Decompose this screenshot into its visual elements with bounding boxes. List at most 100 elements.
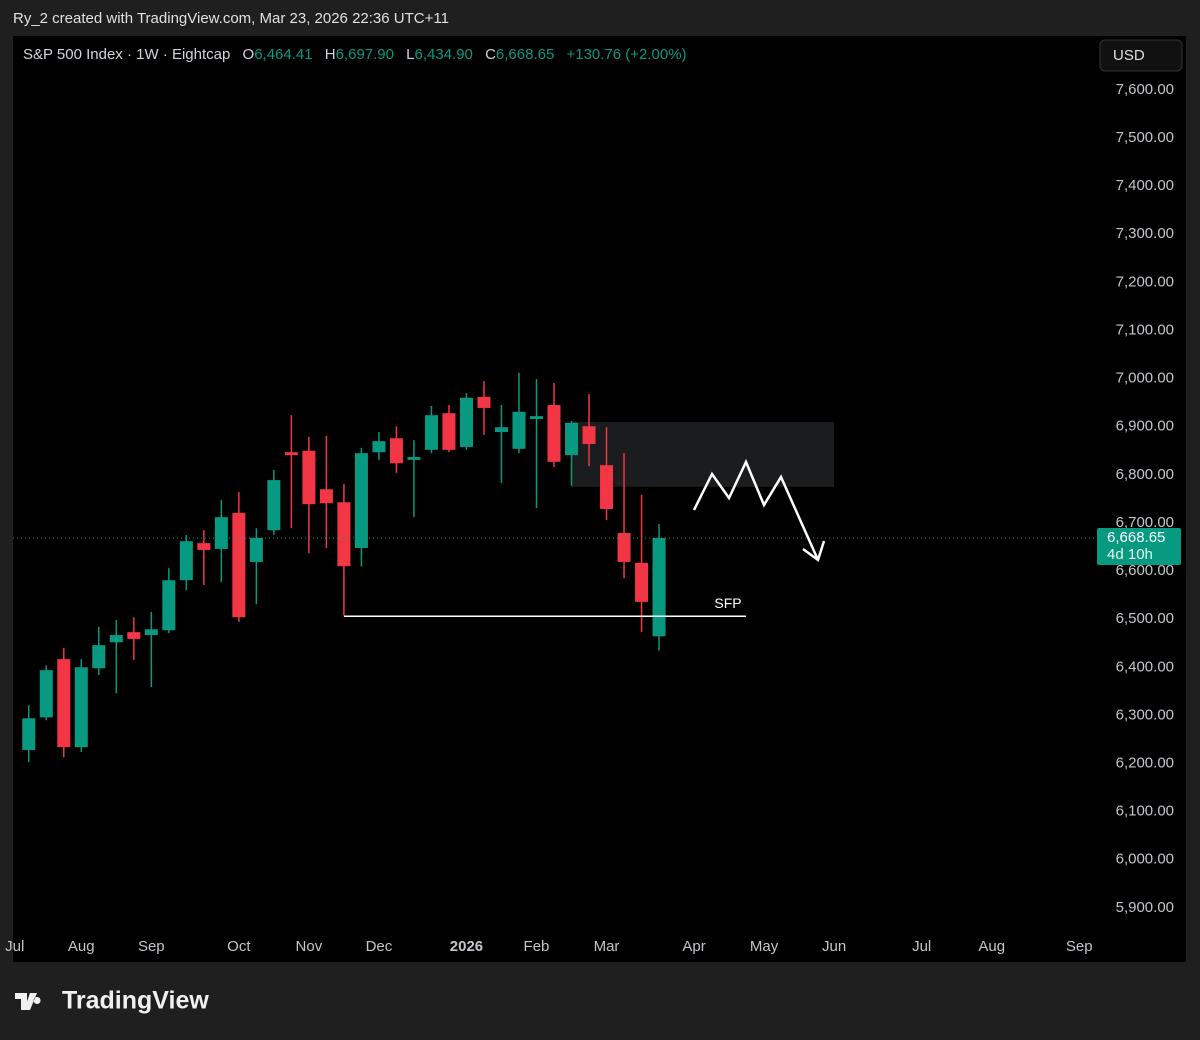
y-tick-label: 6,500.00 (1116, 610, 1174, 627)
x-tick-label: May (750, 938, 779, 955)
ohlc-key: H (325, 46, 336, 63)
candle-body (512, 411, 526, 449)
candle-body (600, 465, 614, 509)
candle-body (582, 426, 596, 445)
ohlc-key: C (485, 46, 496, 63)
x-tick-label: Nov (296, 938, 323, 955)
candle-body (459, 397, 473, 447)
x-tick-label: Jun (822, 938, 846, 955)
y-tick-label: 7,200.00 (1116, 273, 1174, 290)
ohlc-value: 6,464.41 (254, 46, 312, 63)
x-tick-label: Oct (227, 938, 251, 955)
change: +130.76 (+2.00%) (566, 46, 686, 63)
candle-body (442, 413, 456, 450)
price-axis: 5,900.00 6,000.00 6,100.00 6,200.00 6,300.00… (5, 81, 1181, 955)
ohlc-key: L (406, 46, 414, 63)
currency-label[interactable]: USD (1113, 47, 1145, 64)
last-price-label: 6,668.65 (1107, 529, 1165, 546)
x-tick-label: Feb (524, 938, 550, 955)
candle-body (74, 667, 88, 748)
y-tick-label: 7,400.00 (1116, 177, 1174, 194)
candle-body (494, 427, 508, 432)
ohlc-key: O (243, 46, 255, 63)
x-tick-label: Sep (1066, 938, 1093, 955)
countdown-label: 4d 10h (1107, 546, 1153, 563)
creator-note: Ry_2 created with TradingView.com, Mar 2… (13, 10, 449, 27)
x-tick-label: Dec (366, 938, 393, 955)
candle-body (424, 415, 438, 450)
candle-body (337, 502, 351, 567)
ohlc-value: 6,697.90 (336, 46, 394, 63)
symbol: S&P 500 Index · 1W · Eightcap (23, 46, 230, 63)
candle-body (214, 517, 228, 549)
y-tick-label: 6,100.00 (1116, 803, 1174, 820)
currency-button[interactable] (1099, 39, 1183, 72)
y-tick-label: 6,300.00 (1116, 706, 1174, 723)
candle-body (477, 396, 491, 408)
candle-body (302, 450, 316, 505)
y-tick-label: 7,600.00 (1116, 81, 1174, 98)
y-tick-label: 6,000.00 (1116, 851, 1174, 868)
candle-body (284, 452, 298, 456)
x-tick-label: Mar (594, 938, 620, 955)
candle-body (162, 580, 176, 631)
legend: S&P 500 Index · 1W · Eightcap O6,464.41 … (23, 46, 687, 63)
candle-body (565, 422, 579, 456)
supply-zone (571, 421, 835, 487)
footer-logo: TradingView (15, 987, 209, 1015)
candle-body (249, 537, 263, 562)
candle-body (635, 562, 649, 602)
candle-body (547, 405, 561, 462)
candle-body (92, 645, 106, 669)
x-tick-label: Sep (138, 938, 165, 955)
candle-body (39, 670, 53, 718)
x-tick-label: 2026 (450, 938, 483, 955)
plot: SFP (13, 372, 1095, 763)
arrow-head (802, 540, 826, 563)
candle-body (197, 543, 211, 550)
x-tick-label: Jul (5, 938, 24, 955)
x-tick-label: Aug (68, 938, 95, 955)
candle-body (267, 480, 281, 531)
candle-body (109, 635, 123, 643)
y-tick-label: 7,300.00 (1116, 225, 1174, 242)
candle-body (652, 538, 666, 637)
candle-body (407, 457, 421, 460)
y-tick-label: 6,900.00 (1116, 418, 1174, 435)
candle-body (127, 632, 141, 639)
y-tick-label: 5,900.00 (1116, 899, 1174, 916)
logo-icon (15, 993, 41, 1010)
brand: TradingView (62, 987, 209, 1015)
candle-body (179, 541, 193, 581)
y-tick-label: 7,500.00 (1116, 129, 1174, 146)
ohlc-value: 6,434.90 (415, 46, 473, 63)
x-tick-label: Jul (912, 938, 931, 955)
y-tick-label: 6,200.00 (1116, 754, 1174, 771)
candle-body (372, 441, 386, 453)
sfp-label: SFP (714, 595, 741, 611)
candle-body (354, 453, 368, 548)
y-tick-label: 7,100.00 (1116, 321, 1174, 338)
zigzag (692, 458, 820, 561)
ohlc-value: 6,668.65 (496, 46, 554, 63)
candle-body (57, 659, 71, 748)
candle-body (22, 718, 36, 751)
candle-body (617, 533, 631, 562)
y-tick-label: 6,800.00 (1116, 466, 1174, 483)
candle-body (232, 512, 246, 618)
y-tick-label: 6,400.00 (1116, 658, 1174, 675)
last-price-box (1097, 528, 1181, 566)
chart-panel (13, 36, 1186, 962)
candle-body (319, 489, 333, 504)
x-tick-label: Apr (682, 938, 705, 955)
candle-body (389, 438, 403, 464)
y-tick-label: 6,700.00 (1116, 514, 1174, 531)
candle-body (529, 416, 543, 420)
candle-body (144, 629, 158, 636)
y-tick-label: 7,000.00 (1116, 370, 1174, 387)
x-tick-label: Aug (978, 938, 1005, 955)
y-tick-label: 6,600.00 (1116, 562, 1174, 579)
projection-arrow (692, 458, 826, 563)
